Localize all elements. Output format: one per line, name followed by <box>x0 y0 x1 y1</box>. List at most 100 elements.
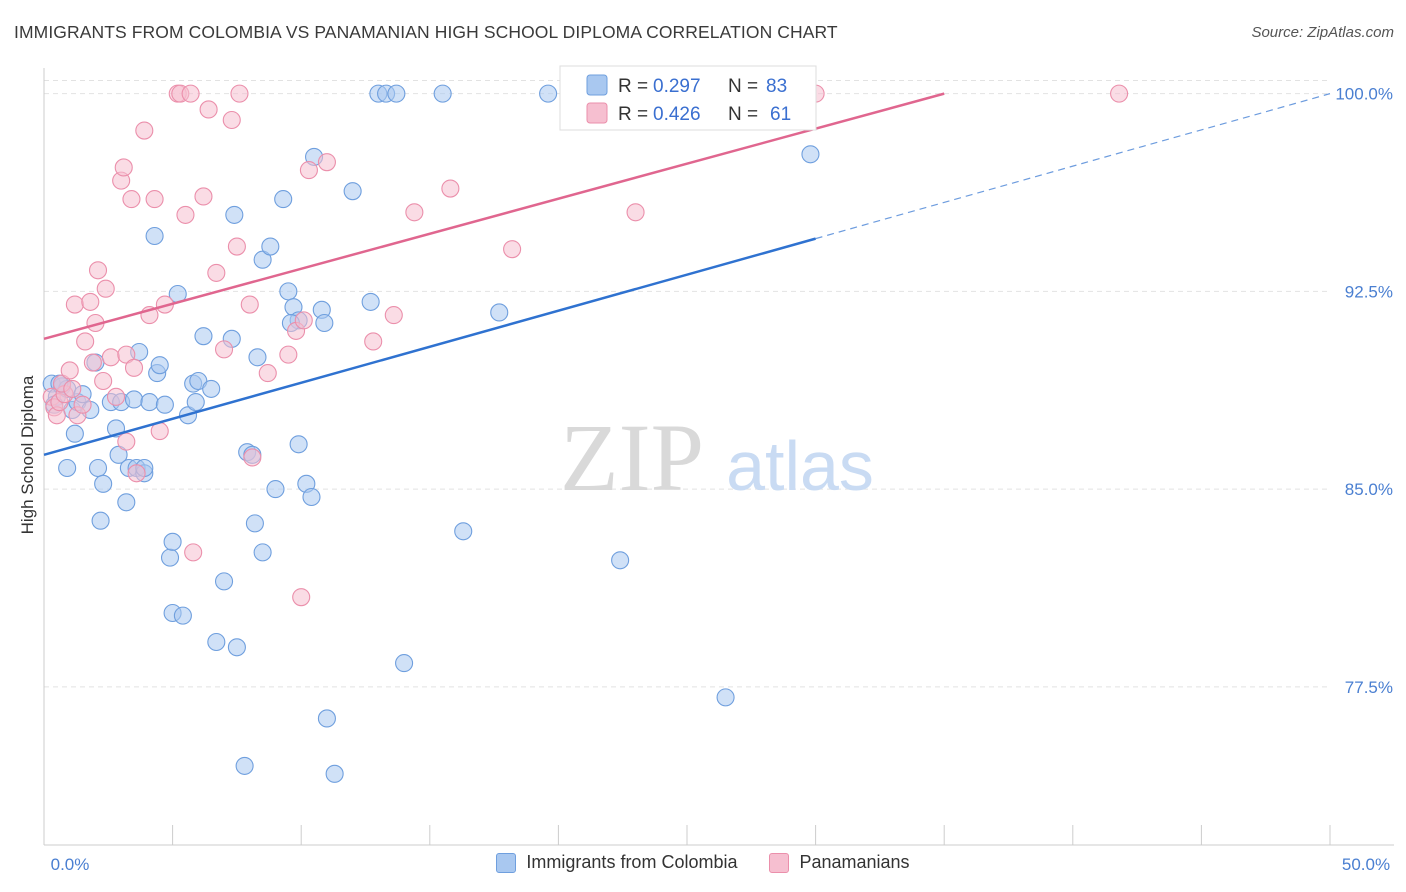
data-point-colombia <box>194 327 213 346</box>
data-point-colombia <box>160 548 180 567</box>
data-point-panamanian <box>317 153 336 172</box>
data-points <box>42 84 1129 783</box>
data-point-colombia <box>611 551 630 570</box>
data-point-panamanian <box>294 311 313 330</box>
legend-n-label-colombia: N = <box>728 76 758 97</box>
data-point-colombia <box>490 303 509 322</box>
data-point-panamanian <box>227 237 246 256</box>
data-point-panamanian <box>65 295 84 314</box>
data-point-colombia <box>150 356 169 375</box>
bottom-legend-item-colombia: Immigrants from Colombia <box>496 852 737 873</box>
data-point-panamanian <box>60 361 79 380</box>
bottom-legend: Immigrants from Colombia Panamanians <box>0 852 1406 873</box>
data-point-panamanian <box>73 395 92 414</box>
data-point-panamanian <box>122 190 141 209</box>
legend-swatch-colombia <box>586 74 608 96</box>
data-point-colombia <box>245 514 264 533</box>
data-point-panamanian <box>364 332 383 351</box>
trend-lines <box>43 92 1331 457</box>
bottom-legend-swatch-colombia <box>496 852 517 873</box>
data-point-colombia <box>145 226 164 246</box>
legend-r-label-panamanian: R = <box>618 104 648 125</box>
data-point-panamanian <box>101 348 120 367</box>
data-point-panamanian <box>1110 84 1129 103</box>
watermark-zip: ZIP <box>560 404 704 511</box>
x-tick-label: 0.0% <box>51 855 90 874</box>
chart-title: IMMIGRANTS FROM COLOMBIA VS PANAMANIAN H… <box>14 22 838 42</box>
data-point-colombia <box>207 632 226 652</box>
data-point-panamanian <box>94 371 113 391</box>
data-point-colombia <box>302 487 321 507</box>
data-point-panamanian <box>63 379 82 398</box>
data-point-panamanian <box>214 340 234 359</box>
data-point-panamanian <box>127 464 146 483</box>
data-point-colombia <box>454 522 473 541</box>
data-point-panamanian <box>240 295 259 314</box>
data-point-colombia <box>274 190 293 209</box>
bottom-legend-swatch-panamanian <box>769 852 790 873</box>
y-tick-label: 77.5% <box>1345 678 1393 697</box>
data-point-colombia <box>124 390 144 409</box>
data-point-colombia <box>395 654 414 673</box>
y-tick-label: 92.5% <box>1345 282 1393 301</box>
data-point-colombia <box>155 395 174 414</box>
data-point-colombia <box>433 84 452 103</box>
data-point-colombia <box>173 606 192 625</box>
legend-n-label-panamanian: N = <box>728 104 758 125</box>
data-point-panamanian <box>292 588 311 607</box>
data-point-panamanian <box>222 110 241 130</box>
data-point-colombia <box>315 313 334 333</box>
data-point-colombia <box>140 393 159 412</box>
data-point-panamanian <box>258 364 277 383</box>
legend-n-value-panamanian: 61 <box>770 104 791 125</box>
data-point-colombia <box>539 84 558 103</box>
data-point-colombia <box>88 458 108 478</box>
data-point-colombia <box>801 145 820 164</box>
axes: 100.0% 92.5% 85.0% 77.5% 0.0% 50.0% <box>43 68 1394 874</box>
chart-source: Source: ZipAtlas.com <box>1251 24 1394 41</box>
data-point-panamanian <box>299 161 318 180</box>
trend-line-extension-colombia <box>815 93 1331 240</box>
data-point-panamanian <box>194 187 213 206</box>
data-point-panamanian <box>626 203 645 222</box>
data-point-colombia <box>94 474 113 493</box>
data-point-colombia <box>387 84 406 103</box>
data-point-colombia <box>325 764 344 783</box>
trend-line-colombia <box>43 237 816 457</box>
legend-r-value-colombia: 0.297 <box>653 76 701 97</box>
data-point-colombia <box>343 182 362 201</box>
data-point-panamanian <box>76 332 95 351</box>
watermark-atlas: atlas <box>726 427 874 505</box>
data-point-panamanian <box>184 543 203 562</box>
data-point-panamanian <box>88 261 108 280</box>
data-point-colombia <box>214 572 234 591</box>
data-point-colombia <box>266 480 285 499</box>
legend-swatch-panamanian <box>586 102 608 124</box>
data-point-colombia <box>317 709 336 728</box>
data-point-colombia <box>225 205 244 224</box>
data-point-colombia <box>279 282 298 301</box>
data-point-colombia <box>186 393 205 412</box>
legend-r-label-colombia: R = <box>618 76 648 97</box>
legend-n-value-colombia: 83 <box>766 76 787 97</box>
data-point-panamanian <box>96 279 115 298</box>
data-point-panamanian <box>384 306 403 325</box>
y-tick-label: 85.0% <box>1345 480 1393 499</box>
bottom-legend-label-panamanian: Panamanians <box>799 852 910 872</box>
bottom-legend-label-colombia: Immigrants from Colombia <box>526 852 738 872</box>
data-point-panamanian <box>199 100 218 119</box>
x-tick-label: 50.0% <box>1342 855 1390 874</box>
data-point-colombia <box>261 237 280 256</box>
data-point-colombia <box>248 348 267 367</box>
data-point-panamanian <box>145 190 164 209</box>
data-point-panamanian <box>124 358 144 377</box>
data-point-panamanian <box>279 345 298 364</box>
trend-line-panamanian <box>43 92 945 341</box>
data-point-colombia <box>117 493 136 512</box>
data-point-colombia <box>163 532 182 551</box>
data-point-panamanian <box>176 205 195 224</box>
data-point-panamanian <box>503 240 522 259</box>
legend: R = 0.297 N = 83 R = 0.426 N = 61 <box>559 65 817 131</box>
legend-r-value-panamanian: 0.426 <box>653 104 701 125</box>
data-point-colombia <box>91 511 110 530</box>
